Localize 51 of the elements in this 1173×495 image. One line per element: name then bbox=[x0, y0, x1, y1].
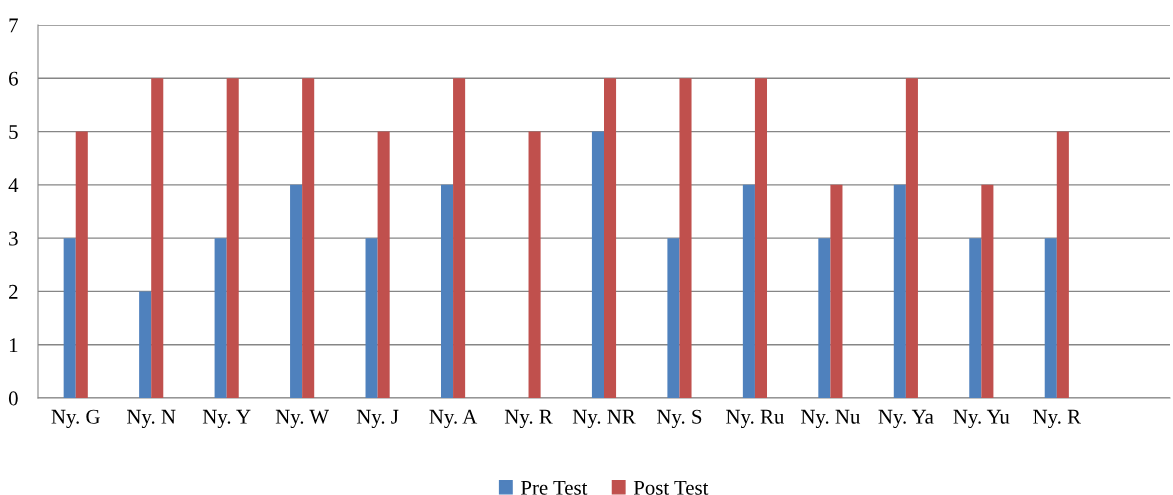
bar bbox=[63, 238, 76, 398]
x-tick-label: Ny. Ru bbox=[726, 409, 784, 428]
bar bbox=[969, 238, 982, 398]
y-tick-label: 2 bbox=[9, 284, 18, 299]
bar bbox=[679, 78, 692, 398]
bar bbox=[528, 131, 541, 398]
y-tick-label: 6 bbox=[9, 71, 18, 86]
x-tick-label: Ny. NR bbox=[572, 409, 636, 428]
bar bbox=[440, 184, 454, 398]
bar bbox=[214, 238, 227, 398]
bar bbox=[893, 184, 906, 398]
x-tick-label: Ny. N bbox=[127, 409, 176, 428]
bar bbox=[377, 131, 390, 398]
bar bbox=[365, 238, 378, 398]
y-tick-label: 7 bbox=[9, 18, 18, 33]
bar bbox=[453, 78, 466, 398]
x-tick-label: Ny. Ya bbox=[878, 409, 934, 428]
bar bbox=[151, 78, 164, 398]
bar bbox=[830, 184, 843, 398]
y-tick-label: 1 bbox=[9, 338, 18, 352]
bar bbox=[302, 78, 315, 398]
legend-label: Pre Test bbox=[521, 480, 588, 495]
x-tick-label: Ny. R bbox=[1033, 409, 1081, 428]
y-tick-label: 5 bbox=[9, 125, 18, 139]
bar bbox=[139, 291, 152, 398]
y-tick-label: 3 bbox=[9, 231, 18, 246]
bar bbox=[818, 238, 831, 398]
x-tick-label: Ny. Yu bbox=[953, 409, 1010, 428]
bar bbox=[981, 184, 994, 398]
bar bbox=[905, 78, 918, 398]
bar bbox=[1056, 131, 1069, 398]
bar bbox=[754, 78, 768, 398]
x-tick-label: Ny. A bbox=[429, 409, 478, 428]
bar bbox=[667, 238, 680, 398]
bar bbox=[290, 184, 303, 398]
x-tick-label: Ny. Y bbox=[202, 409, 251, 428]
bar bbox=[1044, 238, 1057, 398]
y-tick-label: 4 bbox=[8, 178, 19, 193]
bar bbox=[226, 78, 239, 398]
bar bbox=[75, 131, 88, 398]
y-tick-label: 0 bbox=[8, 391, 18, 406]
x-tick-label: Ny. R bbox=[504, 409, 553, 428]
x-tick-label: Ny. J bbox=[356, 409, 399, 428]
x-tick-label: Ny. S bbox=[657, 409, 702, 428]
x-tick-label: Ny. W bbox=[275, 409, 329, 428]
legend-label: Post Test bbox=[633, 480, 709, 495]
x-tick-label: Ny. G bbox=[51, 409, 100, 428]
x-tick-label: Ny. Nu bbox=[801, 409, 861, 428]
bar bbox=[604, 78, 617, 398]
bar bbox=[591, 131, 604, 398]
bar bbox=[742, 184, 755, 398]
